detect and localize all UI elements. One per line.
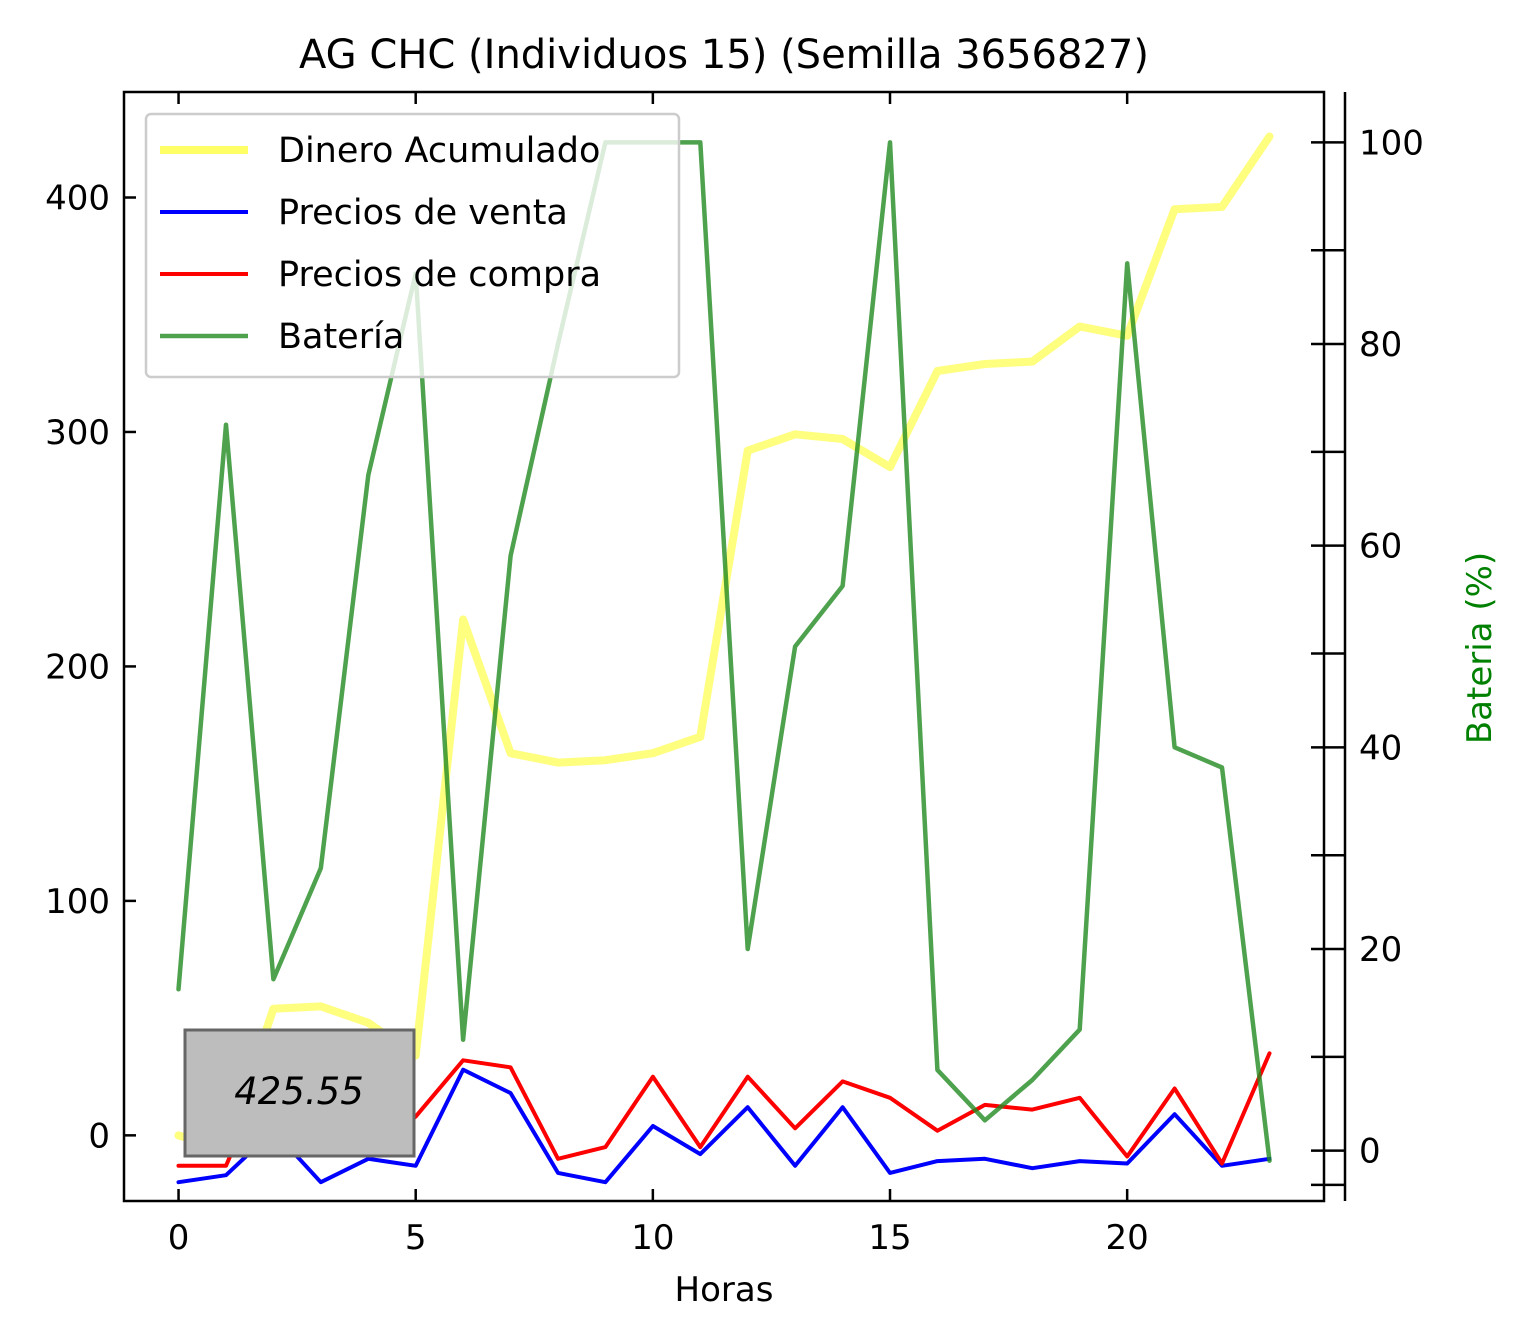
annotation-box: 425.55	[183, 1028, 416, 1158]
annotation-rect	[183, 1028, 416, 1158]
right-tick-label: 0	[1359, 1132, 1381, 1172]
y-tick-label: 200	[45, 647, 110, 687]
series-line-4	[176, 140, 1272, 1163]
x-tick-label: 15	[868, 1218, 911, 1258]
legend-frame	[144, 112, 681, 379]
right-axis-label: Bateria (%)	[1460, 552, 1500, 744]
x-tick-label: 0	[168, 1218, 190, 1258]
series-line-2	[176, 1067, 1272, 1185]
legend-label: Precios de compra	[278, 255, 601, 295]
x-tick-label: 5	[405, 1218, 427, 1258]
legend-label: Precios de venta	[278, 193, 568, 233]
x-tick-label: 20	[1106, 1218, 1149, 1258]
y-tick-label: 100	[45, 882, 110, 922]
y-tick-label: 400	[45, 179, 110, 219]
y-tick-label: 300	[45, 413, 110, 453]
x-tick-label: 10	[631, 1218, 674, 1258]
y-tick-label: 0	[88, 1116, 110, 1156]
right-tick-label: 80	[1359, 325, 1402, 365]
legend-label: Dinero Acumulado	[278, 131, 600, 171]
plot-frame	[122, 90, 1326, 1203]
right-tick-label: 60	[1359, 527, 1402, 567]
series-line-1	[174, 132, 1274, 1154]
chart-title: AG CHC (Individuos 15) (Semilla 3656827)	[299, 32, 1149, 78]
right-tick-label: 20	[1359, 930, 1402, 970]
legend-label: Batería	[278, 317, 404, 357]
x-axis-label: Horas	[675, 1270, 774, 1310]
legend: Dinero Acumulado Precios de venta Precios …	[144, 112, 681, 379]
annotation-text: 425.55	[234, 1070, 363, 1113]
right-tick-label: 40	[1359, 728, 1402, 768]
right-tick-label: 100	[1359, 123, 1424, 163]
